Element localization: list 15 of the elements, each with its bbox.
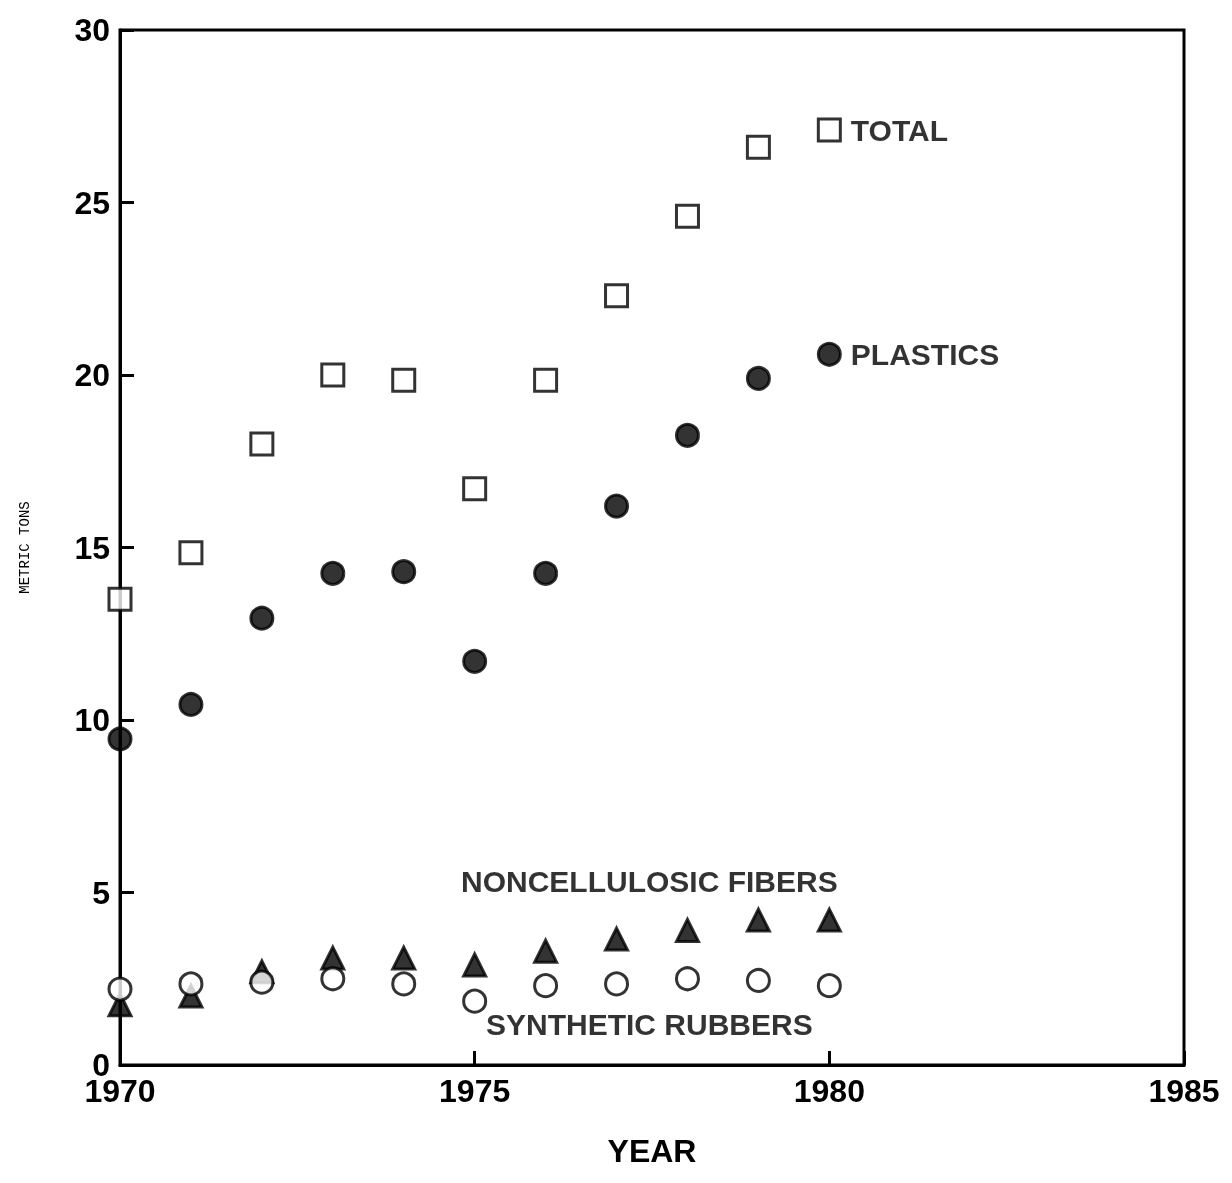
series-label: SYNTHETIC RUBBERS [485,1007,813,1041]
x-tick-label: 1975 [439,1073,511,1109]
y-tick-label: 30 [74,12,110,48]
y-tick-label: 10 [74,702,110,738]
x-tick-label: 1980 [793,1073,865,1109]
x-axis-title: YEAR [607,1133,697,1169]
y-tick-label: 25 [74,184,110,221]
y-axis-title: METRIC TONS [17,501,33,594]
y-tick-label: 15 [74,529,110,566]
y-tick-label: 20 [74,357,110,393]
y-tick-label: 5 [92,874,110,911]
series-label: PLASTICS [850,337,1000,371]
series-label: TOTAL [850,113,949,147]
series-label: NONCELLULOSIC FIBERS [461,865,838,899]
x-tick-label: 1985 [1148,1073,1220,1109]
